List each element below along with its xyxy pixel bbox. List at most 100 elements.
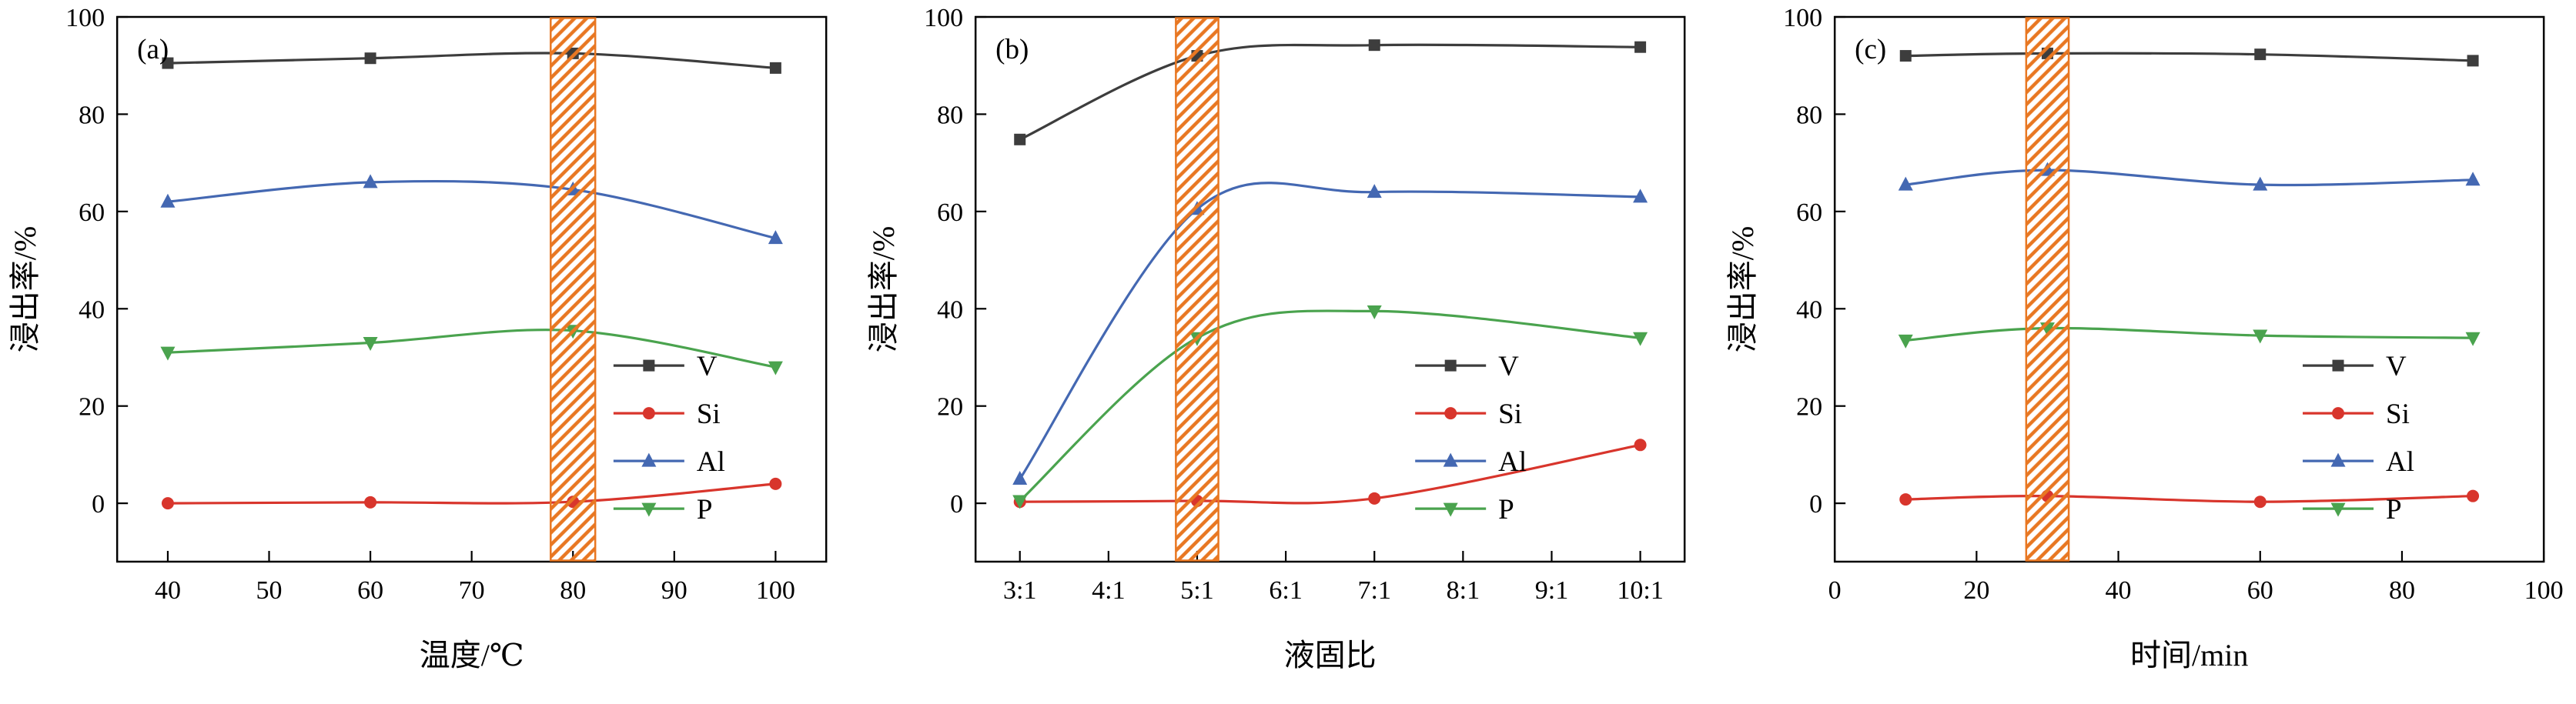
series-marker-si — [1899, 493, 1912, 506]
series-marker-v — [2467, 55, 2479, 67]
plot-border — [975, 15, 1686, 563]
series-marker-p — [1367, 305, 1383, 319]
series-marker-si — [161, 497, 174, 510]
y-axis-title: 浸出率/% — [8, 226, 42, 352]
x-tick-label: 70 — [459, 576, 485, 605]
series-marker-p — [2465, 332, 2481, 346]
y-tick-label: 40 — [937, 295, 963, 324]
series-marker-p — [1012, 495, 1028, 509]
panel-label-a: (a) — [137, 34, 169, 65]
x-tick-label: 9:1 — [1535, 576, 1568, 605]
x-tick-label: 7:1 — [1358, 576, 1391, 605]
series-marker-al — [363, 174, 378, 189]
x-tick-label: 10:1 — [1618, 576, 1664, 605]
series-line-v — [1905, 52, 2473, 62]
x-tick-label: 40 — [155, 576, 181, 605]
y-tick-label: 0 — [1809, 490, 1822, 519]
x-axis-title: 液固比 — [1284, 638, 1377, 672]
series-marker-p — [768, 361, 783, 375]
series-line-p — [167, 329, 776, 369]
y-tick-label: 100 — [65, 4, 105, 32]
y-tick-label: 40 — [79, 295, 105, 324]
legend-marker-p — [2330, 502, 2346, 517]
series-marker-al — [2465, 172, 2481, 186]
y-tick-label: 60 — [937, 199, 963, 227]
x-tick-label: 5:1 — [1181, 576, 1214, 605]
series-marker-v — [162, 57, 174, 69]
x-tick-label: 90 — [661, 576, 687, 605]
legend-marker-al — [2330, 452, 2346, 467]
x-tick-label: 0 — [1828, 576, 1841, 605]
y-tick-label: 40 — [1796, 295, 1822, 324]
series-marker-v — [1369, 39, 1381, 52]
series-marker-v — [769, 62, 781, 74]
series-marker-al — [768, 230, 783, 245]
panel-label-c: (c) — [1855, 34, 1886, 65]
series-marker-v — [1014, 133, 1026, 145]
x-axis-title: 时间/min — [2130, 638, 2248, 672]
y-tick-label: 20 — [1796, 393, 1822, 422]
legend-label-al: Al — [2386, 446, 2414, 478]
legend-marker-v — [2332, 359, 2344, 372]
x-tick-label: 40 — [2105, 576, 2131, 605]
legend-label-p: P — [2386, 494, 2402, 525]
legend-label-p: P — [1499, 494, 1515, 525]
series-marker-si — [1368, 492, 1381, 505]
x-tick-label: 6:1 — [1270, 576, 1303, 605]
panel-label-b: (b) — [995, 34, 1029, 65]
plot-border — [115, 15, 828, 563]
legend-label-al: Al — [1499, 446, 1527, 478]
y-tick-label: 80 — [79, 101, 105, 129]
legend-label-v: V — [1499, 351, 1520, 382]
legend-marker-p — [641, 502, 657, 517]
x-tick-label: 80 — [2389, 576, 2415, 605]
y-tick-label: 100 — [924, 4, 963, 32]
x-tick-label: 60 — [357, 576, 383, 605]
series-marker-v — [1899, 50, 1912, 62]
y-tick-label: 20 — [79, 393, 105, 422]
y-axis-title: 浸出率/% — [1725, 226, 1760, 352]
series-marker-si — [2466, 489, 2479, 502]
series-marker-si — [1634, 439, 1647, 452]
series-line-v — [167, 52, 776, 69]
series-line-p — [1905, 326, 2473, 342]
series-marker-p — [1898, 334, 1913, 349]
series-marker-v — [1634, 41, 1647, 53]
highlight-band — [2025, 17, 2070, 562]
series-marker-al — [160, 193, 176, 208]
series-line-si — [1905, 495, 2473, 503]
legend-label-v: V — [697, 351, 718, 382]
x-tick-label: 100 — [756, 576, 795, 605]
highlight-band — [1175, 17, 1220, 562]
legend-marker-v — [1445, 359, 1457, 372]
chart-panel-b: 3:1 4:1 5:1 6:1 7:1 8:1 9:1 10:1 0 20 40 60 80 100 液固比… — [858, 0, 1717, 704]
x-tick-label: 20 — [1963, 576, 1989, 605]
x-tick-label: 4:1 — [1092, 576, 1125, 605]
legend-marker-al — [1444, 452, 1459, 467]
y-tick-label: 0 — [950, 490, 963, 519]
chart-svg-a: 40 50 60 70 80 90 100 0 20 40 60 80 100 温度/℃ 浸出率/% V Si A… — [8, 4, 828, 672]
legend-label-si: Si — [1499, 399, 1523, 430]
chart-svg-c: 0 20 40 60 80 100 0 20 40 60 80 100 时间/min 浸出率/% V Si Al… — [1725, 4, 2564, 672]
series-marker-si — [2253, 495, 2267, 509]
y-tick-label: 0 — [92, 490, 105, 519]
chart-panel-a: 40 50 60 70 80 90 100 0 20 40 60 80 100 温度/℃ 浸出率/% V Si A… — [0, 0, 858, 704]
series-marker-al — [1367, 184, 1383, 199]
series-marker-al — [1633, 189, 1648, 203]
series-line-si — [167, 482, 776, 505]
highlight-band — [550, 17, 597, 562]
series-marker-si — [769, 477, 782, 490]
x-tick-label: 80 — [560, 576, 586, 605]
series-line-v — [1019, 43, 1641, 141]
legend-marker-al — [641, 452, 657, 467]
series-marker-p — [1633, 332, 1648, 346]
x-tick-label: 50 — [256, 576, 283, 605]
series-marker-al — [2252, 176, 2267, 191]
series-line-p — [1019, 309, 1641, 502]
y-tick-label: 60 — [1796, 199, 1822, 227]
y-tick-label: 100 — [1783, 4, 1822, 32]
x-tick-label: 60 — [2246, 576, 2273, 605]
legend-label-al: Al — [697, 446, 725, 478]
x-tick-label: 8:1 — [1447, 576, 1480, 605]
